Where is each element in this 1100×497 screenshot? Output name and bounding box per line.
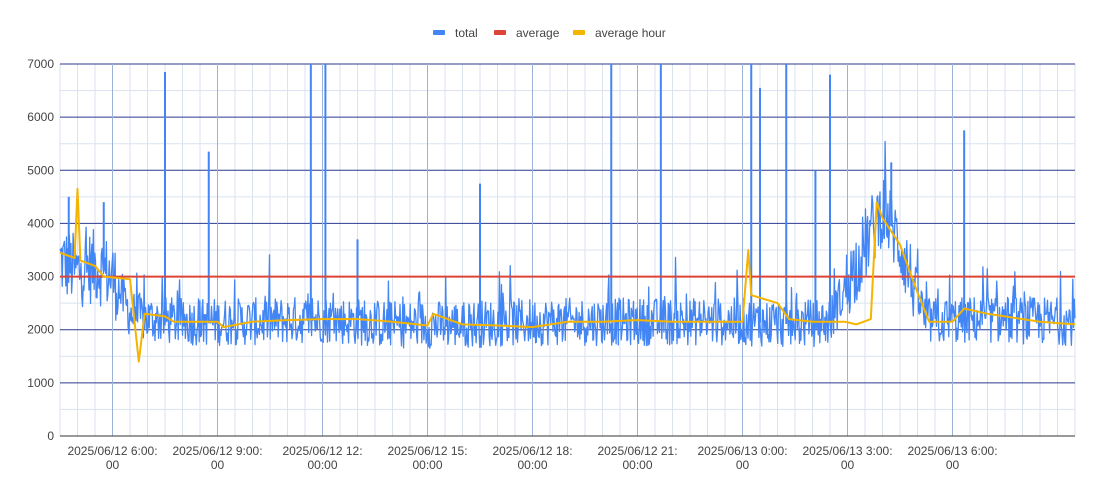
- y-tick-label: 1000: [27, 376, 54, 390]
- x-tick-label: 2025/06/12 9:00:: [172, 444, 262, 458]
- legend-swatch-average-hour: [573, 30, 585, 35]
- legend-label-average: average: [516, 26, 560, 40]
- x-tick-label-line2: 00:00: [307, 458, 337, 472]
- legend-item-total: total: [433, 26, 478, 40]
- series-average-hour-line: [59, 187, 1076, 363]
- legend-item-average: average: [494, 26, 560, 40]
- y-tick-label: 5000: [27, 163, 54, 177]
- legend-swatch-average: [494, 30, 506, 35]
- y-tick-label: 0: [47, 429, 54, 443]
- x-tick-label: 2025/06/13 3:00:: [802, 444, 892, 458]
- x-tick-label: 2025/06/12 6:00:: [67, 444, 157, 458]
- x-tick-label: 2025/06/12 18:: [492, 444, 572, 458]
- x-tick-label-line2: 00:00: [412, 458, 442, 472]
- x-tick-label-line2: 00: [841, 458, 855, 472]
- legend-label-average-hour: average hour: [595, 26, 666, 40]
- x-tick-label: 2025/06/13 6:00:: [907, 444, 997, 458]
- x-tick-label: 2025/06/12 15:: [387, 444, 467, 458]
- x-tick-label-line2: 00: [106, 458, 120, 472]
- x-tick-label-line2: 00: [946, 458, 960, 472]
- x-tick-label: 2025/06/12 12:: [282, 444, 362, 458]
- plot-area: [59, 64, 1076, 363]
- y-tick-label: 4000: [27, 216, 54, 230]
- legend: total average average hour: [433, 26, 666, 40]
- y-axis: 0 1000 2000 3000 4000 5000 6000 7000: [27, 57, 54, 443]
- x-tick-label-line2: 00: [211, 458, 225, 472]
- y-tick-label: 6000: [27, 110, 54, 124]
- y-tick-label: 3000: [27, 270, 54, 284]
- series-total-line: [59, 140, 1076, 349]
- grid: [59, 63, 1076, 437]
- y-tick-label: 7000: [27, 57, 54, 71]
- legend-label-total: total: [455, 26, 478, 40]
- x-tick-label-line2: 00:00: [517, 458, 547, 472]
- x-tick-label: 2025/06/12 21:: [597, 444, 677, 458]
- x-tick-label-line2: 00: [736, 458, 750, 472]
- x-tick-label: 2025/06/13 0:00:: [697, 444, 787, 458]
- x-tick-label-line2: 00:00: [622, 458, 652, 472]
- legend-item-average-hour: average hour: [573, 26, 666, 40]
- y-tick-label: 2000: [27, 323, 54, 337]
- legend-swatch-total: [433, 30, 445, 35]
